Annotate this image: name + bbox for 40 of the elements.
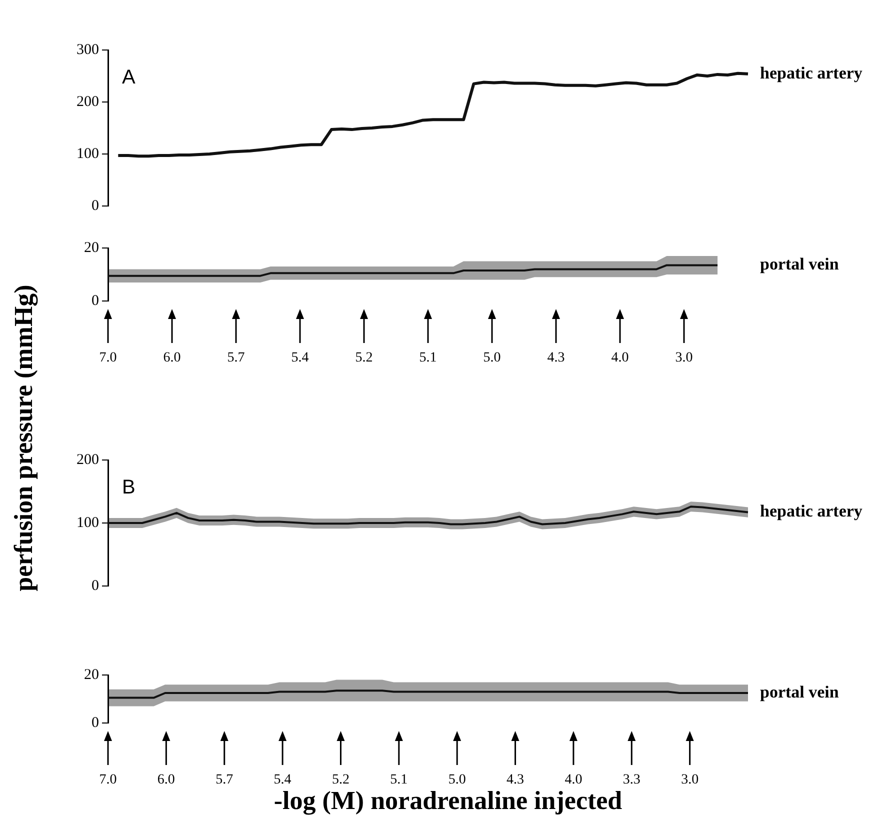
text: 4.3 [506, 772, 524, 788]
text: 3.0 [681, 772, 699, 788]
text: 7.0 [99, 350, 117, 366]
y-tick-label: 20 [84, 666, 99, 683]
text: 5.0 [483, 350, 501, 366]
y-axis-title: perfusion pressure (mmHg) [9, 284, 39, 592]
x-axis-title: -log (M) noradrenaline injected [272, 786, 624, 816]
y-tick-label: 20 [84, 240, 99, 256]
text: 5.1 [390, 772, 408, 788]
y-tick-label: 200 [76, 94, 99, 110]
y-tick-label: 300 [76, 42, 99, 58]
series-label: hepatic artery [760, 63, 863, 82]
y-tick-label: 100 [76, 514, 99, 531]
text: 5.7 [227, 350, 245, 366]
text: 4.0 [564, 772, 582, 788]
text: 3.0 [675, 350, 693, 366]
text: 5.4 [274, 772, 292, 788]
text: 4.0 [611, 350, 629, 366]
y-tick-label: 0 [92, 198, 99, 214]
text: 6.0 [163, 350, 181, 366]
annotation: A [122, 66, 136, 89]
annotation: B [122, 476, 136, 499]
y-tick-label: 0 [92, 714, 99, 731]
text: 5.2 [332, 772, 350, 788]
y-tick-label: 0 [92, 578, 99, 594]
text: 5.2 [355, 350, 373, 366]
text: 7.0 [99, 772, 117, 788]
y-tick-label: 100 [76, 146, 99, 162]
text: 4.3 [547, 350, 565, 366]
series-label: portal vein [760, 682, 840, 702]
text: 6.0 [157, 772, 175, 788]
y-tick-label: 0 [92, 292, 99, 309]
text: 5.1 [419, 350, 437, 366]
text: 3.3 [622, 772, 640, 788]
text: 5.4 [291, 350, 309, 366]
text: portal vein [760, 254, 840, 274]
y-tick-label: 200 [76, 452, 99, 468]
series-label: hepatic artery [760, 502, 863, 521]
text: 5.0 [448, 772, 466, 788]
text: 5.7 [216, 772, 234, 788]
